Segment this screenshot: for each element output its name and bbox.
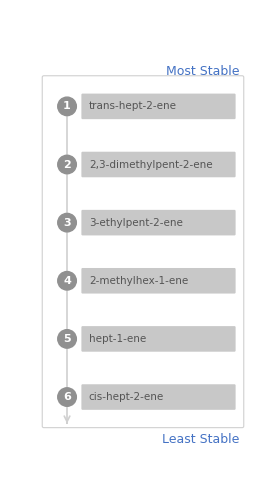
Text: Least Stable: Least Stable <box>163 433 240 446</box>
FancyBboxPatch shape <box>81 268 236 294</box>
Text: 6: 6 <box>63 392 71 402</box>
Text: 3: 3 <box>63 218 71 228</box>
Circle shape <box>58 272 76 290</box>
Circle shape <box>58 213 76 232</box>
Text: Most Stable: Most Stable <box>166 65 240 77</box>
FancyBboxPatch shape <box>81 210 236 235</box>
Text: 2,3-dimethylpent-2-ene: 2,3-dimethylpent-2-ene <box>89 159 212 170</box>
FancyBboxPatch shape <box>81 384 236 410</box>
Text: trans-hept-2-ene: trans-hept-2-ene <box>89 102 177 111</box>
Text: hept-1-ene: hept-1-ene <box>89 334 146 344</box>
Circle shape <box>58 155 76 174</box>
FancyBboxPatch shape <box>81 326 236 352</box>
FancyBboxPatch shape <box>81 94 236 119</box>
Text: 1: 1 <box>63 102 71 111</box>
Text: cis-hept-2-ene: cis-hept-2-ene <box>89 392 164 402</box>
Circle shape <box>58 388 76 406</box>
Text: 2: 2 <box>63 159 71 170</box>
FancyBboxPatch shape <box>81 152 236 177</box>
Circle shape <box>58 97 76 116</box>
Circle shape <box>58 329 76 348</box>
FancyBboxPatch shape <box>42 76 244 428</box>
Text: 4: 4 <box>63 276 71 286</box>
Text: 2-methylhex-1-ene: 2-methylhex-1-ene <box>89 276 188 286</box>
Text: 3-ethylpent-2-ene: 3-ethylpent-2-ene <box>89 218 183 228</box>
Text: 5: 5 <box>63 334 71 344</box>
